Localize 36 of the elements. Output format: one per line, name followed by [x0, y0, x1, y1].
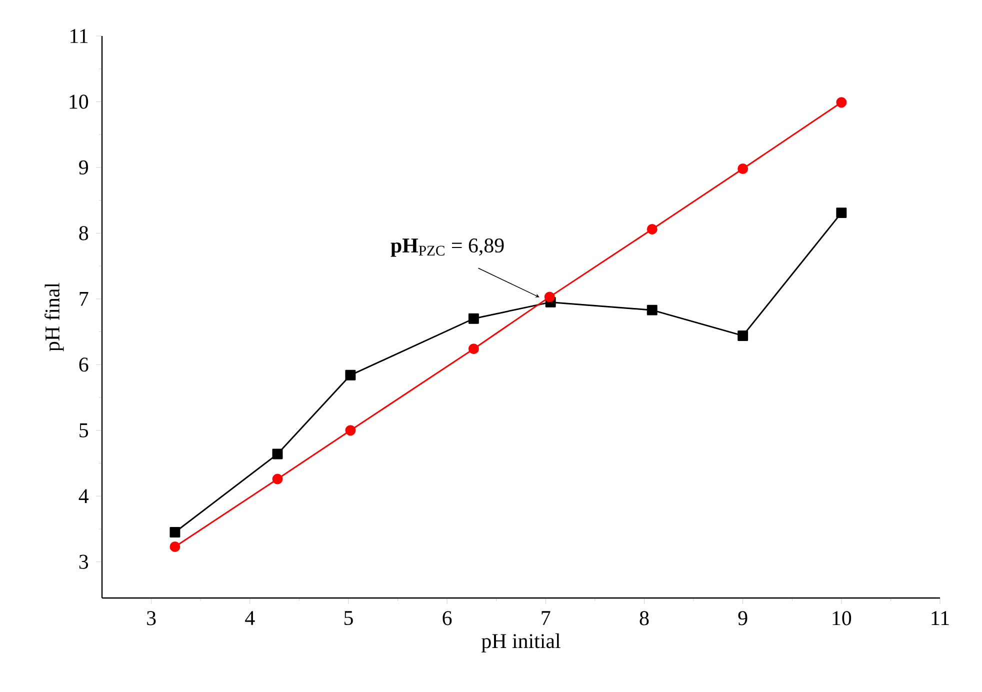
point: [836, 208, 847, 218]
point: [272, 474, 283, 484]
y-tick-label: 3: [79, 554, 88, 569]
point: [544, 292, 555, 302]
point: [646, 304, 658, 316]
y-tick-label: 9: [79, 160, 88, 174]
y-axis-title: pH final: [44, 282, 64, 352]
x-tick-label: 6: [442, 611, 452, 626]
x-tick-label: 9: [738, 611, 748, 626]
point: [170, 541, 180, 552]
x-tick-label: 5: [344, 611, 353, 626]
y-tick-label: 5: [80, 423, 88, 438]
annotation: pH$_{PZC}$ = 6,89: [390, 238, 504, 257]
point: [646, 224, 658, 234]
x-tick-label: 4: [245, 611, 255, 625]
point: [836, 97, 847, 108]
point: [345, 425, 356, 436]
y-tick-label: 6: [79, 358, 88, 372]
point: [738, 330, 748, 341]
point: [170, 527, 180, 538]
x-tick-label: 3: [147, 611, 156, 626]
x-tick-label: 10: [832, 611, 852, 626]
point: [345, 370, 356, 380]
point: [468, 344, 479, 354]
y-tick-label: 10: [70, 94, 88, 109]
point: [272, 448, 283, 460]
x-tick-label: 7: [542, 611, 550, 625]
y-tick-label: 11: [70, 29, 88, 43]
y-tick-label: 4: [78, 489, 89, 503]
x-axis-title: pH initial: [482, 633, 560, 652]
x-tick-label: 11: [932, 611, 949, 625]
y-tick-label: 8: [79, 226, 88, 240]
y-tick-label: 7: [80, 292, 88, 306]
x-tick-label: 8: [640, 611, 649, 626]
point: [738, 164, 748, 174]
point: [468, 313, 479, 324]
